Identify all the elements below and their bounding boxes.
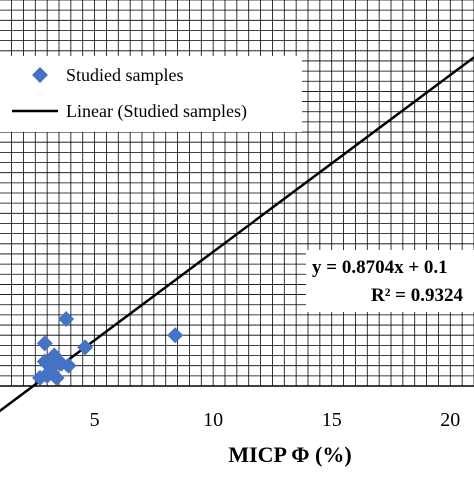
x-tick-label: 15 [322, 409, 342, 431]
x-tick-label: 20 [440, 409, 460, 431]
legend: Studied samples Linear (Studied samples) [0, 56, 302, 132]
legend-label-studied-samples: Studied samples [66, 65, 184, 85]
data-point [41, 363, 58, 380]
r-squared-text: R² = 0.9324 [371, 285, 463, 306]
legend-label-linear: Linear (Studied samples) [66, 101, 247, 122]
equation-box-bg [306, 250, 474, 312]
x-axis-title: MICP Φ (%) [228, 442, 351, 467]
x-tick-label: 10 [203, 409, 223, 431]
data-point [77, 339, 94, 356]
data-point [36, 335, 53, 352]
data-point [60, 357, 77, 374]
equation-text: y = 0.8704x + 0.1 [312, 257, 448, 278]
x-tick-label: 5 [90, 409, 100, 431]
data-point [58, 310, 75, 327]
data-points [32, 310, 184, 386]
data-point [167, 327, 184, 344]
legend-diamond-icon [32, 67, 48, 83]
trendline-equation: y = 0.8704x + 0.1 R² = 0.9324 [306, 250, 474, 312]
legend-box [0, 56, 302, 132]
x-tick-labels: 5 10 15 20 [90, 409, 461, 431]
